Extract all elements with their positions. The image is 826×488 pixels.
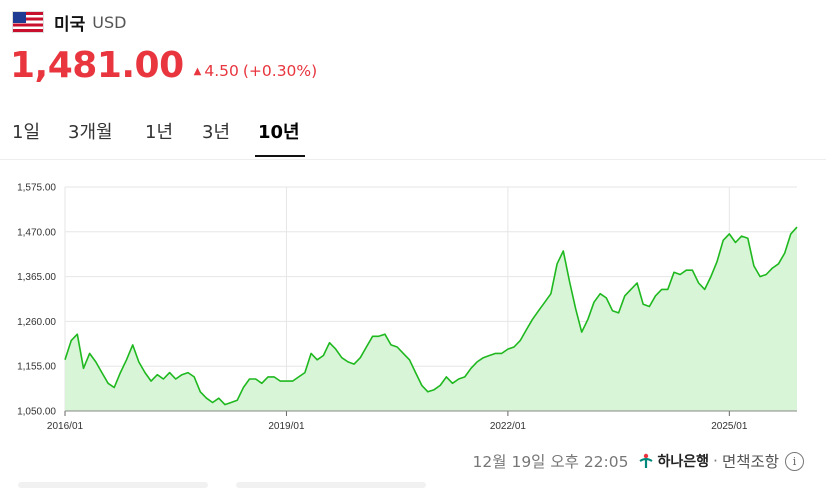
- currency-code: USD: [92, 12, 127, 32]
- disclaimer-link[interactable]: 면책조항: [721, 453, 779, 471]
- y-tick-label: 1,260.00: [17, 317, 56, 328]
- tab-3-years[interactable]: 3년: [202, 122, 231, 143]
- bank-name: 하나은행: [657, 454, 710, 470]
- up-triangle-icon: ▲: [193, 65, 202, 77]
- y-tick-label: 1,470.00: [17, 227, 56, 238]
- tab-1-day[interactable]: 1일: [12, 122, 41, 143]
- hana-bank-logo-icon: [639, 453, 654, 468]
- footer-separator: ·: [713, 452, 718, 470]
- y-tick-label: 1,575.00: [17, 183, 56, 194]
- bank-source: 하나은행: [638, 451, 709, 471]
- tab-3-months[interactable]: 3개월: [68, 122, 113, 143]
- tab-10-years[interactable]: 10년: [258, 122, 300, 143]
- currency-header: 미국 USD: [12, 8, 126, 36]
- change-percent: (+0.30%): [242, 62, 318, 80]
- y-tick-label: 1,050.00: [17, 407, 56, 418]
- update-timestamp: 12월 19일 오후 22:05: [472, 453, 629, 471]
- x-tick-label: 2016/01: [47, 421, 84, 432]
- rate-line: [64, 226, 798, 406]
- bottom-scroll-hint-left: [18, 482, 208, 488]
- us-flag-icon: [12, 11, 44, 33]
- chart-footer: 12월 19일 오후 22:05 하나은행 · 면책조항 i: [473, 450, 804, 472]
- x-tick-label: 2025/01: [711, 421, 748, 432]
- active-tab-indicator: [255, 155, 305, 157]
- y-tick-label: 1,365.00: [17, 272, 56, 283]
- quote-row: 1,481.00 ▲ 4.50 (+0.30%): [10, 46, 317, 86]
- x-tick-label: 2019/01: [268, 421, 305, 432]
- change-value: 4.50: [204, 62, 239, 80]
- tabs-divider: [0, 159, 826, 160]
- rate-area-fill: [65, 227, 797, 411]
- info-icon[interactable]: i: [785, 451, 804, 471]
- country-name: 미국: [54, 14, 86, 35]
- x-tick-label: 2022/01: [490, 421, 527, 432]
- tab-1-year[interactable]: 1년: [145, 122, 174, 143]
- current-price: 1,481.00: [10, 45, 184, 86]
- bottom-scroll-hint-right: [236, 482, 426, 488]
- price-change: ▲ 4.50 (+0.30%): [194, 62, 318, 86]
- period-tabs: 1일 3개월 1년 3년 10년: [0, 112, 826, 160]
- y-tick-label: 1,155.00: [17, 362, 56, 373]
- exchange-rate-chart[interactable]: 1,575.00 1,470.00 1,365.00 1,260.00 1,155.00…: [0, 172, 826, 442]
